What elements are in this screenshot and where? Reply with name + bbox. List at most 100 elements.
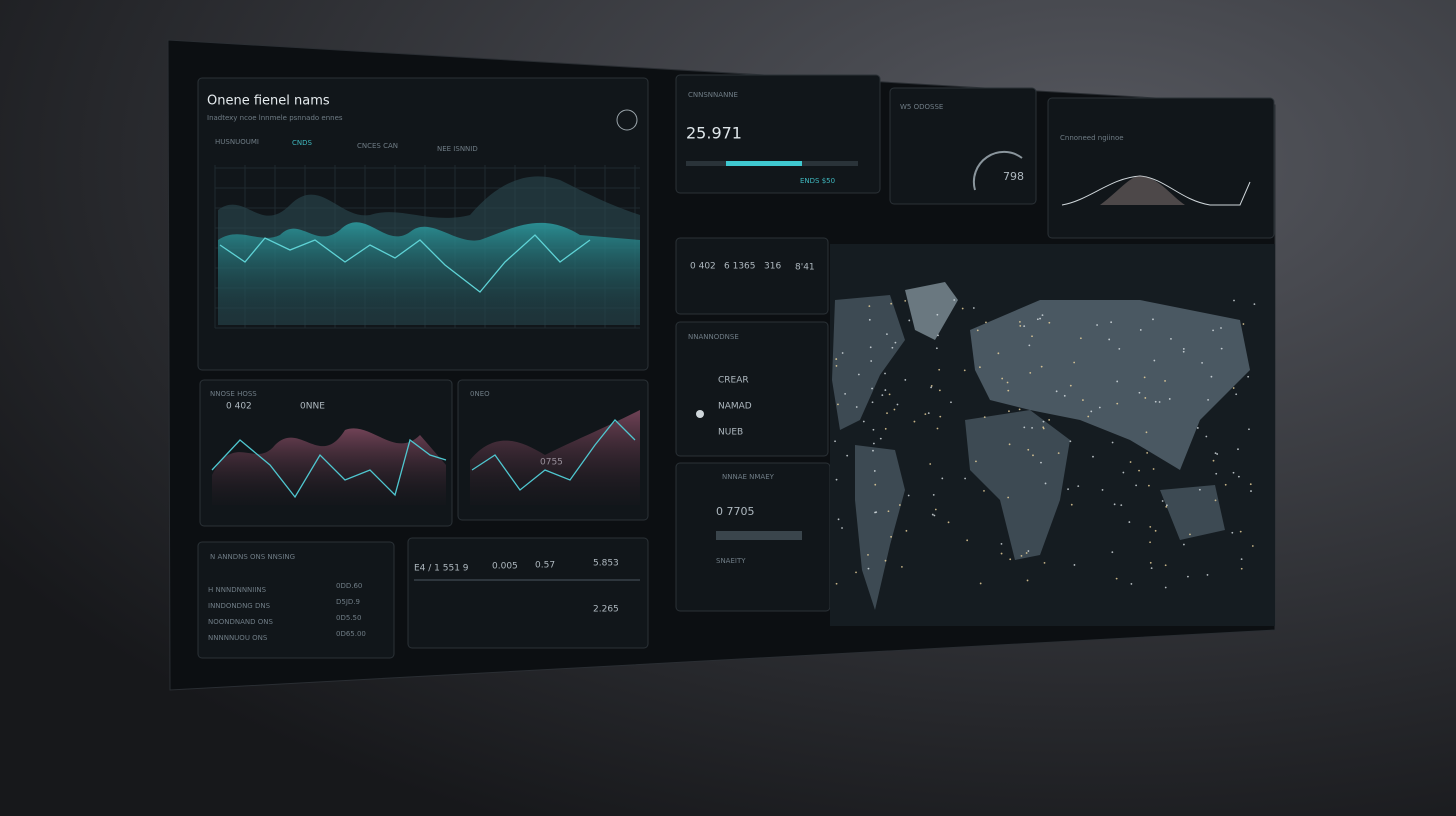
light — [1111, 441, 1114, 444]
light — [964, 477, 967, 480]
light — [890, 302, 893, 305]
light — [1129, 461, 1132, 463]
light — [1201, 361, 1203, 364]
light — [1216, 453, 1219, 455]
light — [1019, 325, 1022, 327]
side-title: NNNAE NMAEY — [722, 473, 775, 481]
list-title: NNANNODNSE — [688, 333, 739, 341]
light — [975, 460, 977, 463]
toggle[interactable] — [696, 410, 704, 418]
light — [913, 420, 916, 423]
light — [1182, 348, 1185, 350]
light — [1220, 347, 1223, 350]
light — [1240, 567, 1243, 570]
light — [1207, 399, 1209, 401]
light — [884, 559, 887, 562]
light — [933, 514, 936, 517]
light — [1130, 583, 1133, 585]
light — [1092, 455, 1094, 458]
light — [1027, 448, 1030, 451]
light — [938, 389, 941, 392]
light — [1164, 564, 1167, 567]
light — [1250, 490, 1252, 492]
light — [1231, 531, 1234, 534]
side-footer: SNAEITY — [716, 557, 746, 565]
light — [879, 437, 882, 440]
line — [471, 419, 636, 491]
light — [868, 318, 871, 321]
light — [1098, 406, 1101, 409]
ticker-value: 2.265 — [593, 605, 619, 615]
area — [212, 428, 446, 505]
light — [1000, 542, 1003, 545]
light — [867, 553, 869, 556]
row-value: D5JD.9 — [336, 598, 360, 606]
light — [1082, 399, 1084, 401]
light — [1008, 410, 1010, 413]
light — [1237, 475, 1240, 478]
light — [1001, 377, 1004, 380]
light — [1043, 561, 1046, 564]
light — [1028, 344, 1031, 347]
light — [985, 321, 987, 324]
light — [846, 454, 849, 457]
light — [901, 565, 903, 568]
light — [857, 373, 860, 376]
row-label: INNDONDNG DNS — [208, 602, 271, 610]
kpi-label: W5 ODOSSE — [900, 103, 943, 111]
kpi-label: CNNSNNANNE — [688, 91, 738, 99]
ticker-value: 5.853 — [593, 559, 619, 569]
stat: 316 — [764, 262, 781, 272]
light — [869, 346, 872, 349]
light — [1020, 555, 1023, 557]
button[interactable] — [616, 109, 638, 131]
light — [1042, 420, 1045, 423]
kpi-value: 25.971 — [686, 124, 742, 143]
light — [891, 346, 894, 349]
light — [844, 392, 847, 395]
light — [939, 415, 942, 418]
light — [868, 305, 871, 307]
light — [1183, 543, 1185, 546]
light — [930, 384, 933, 387]
light — [872, 442, 875, 445]
light — [1224, 483, 1227, 486]
light — [976, 329, 979, 332]
light — [1113, 503, 1116, 506]
chart-value: 0NNE — [300, 402, 325, 412]
light — [884, 427, 887, 430]
kpi-value: 798 — [1003, 170, 1024, 183]
light — [1063, 394, 1066, 397]
light — [841, 527, 843, 529]
light — [972, 307, 975, 309]
light — [1198, 488, 1201, 491]
light — [1116, 402, 1119, 405]
light — [1087, 415, 1090, 418]
light — [1161, 500, 1164, 502]
light — [1111, 551, 1114, 554]
light — [1145, 431, 1148, 434]
light — [1040, 461, 1042, 464]
light — [904, 299, 907, 302]
light — [935, 347, 938, 350]
light — [1187, 575, 1189, 578]
progress-fill — [726, 161, 802, 166]
light — [1220, 327, 1222, 329]
light — [1067, 488, 1069, 491]
light — [855, 571, 857, 574]
list-item: NAMAD — [718, 402, 752, 412]
light — [1232, 471, 1235, 474]
light — [1251, 545, 1254, 547]
stat: 0 402 — [690, 262, 716, 272]
light — [930, 386, 932, 389]
light — [898, 504, 901, 506]
light — [963, 369, 966, 372]
light — [932, 493, 935, 496]
light — [835, 478, 838, 481]
light — [1090, 410, 1093, 413]
light — [1039, 317, 1041, 320]
slider[interactable] — [716, 531, 802, 540]
light — [1152, 318, 1154, 321]
light — [855, 406, 858, 408]
